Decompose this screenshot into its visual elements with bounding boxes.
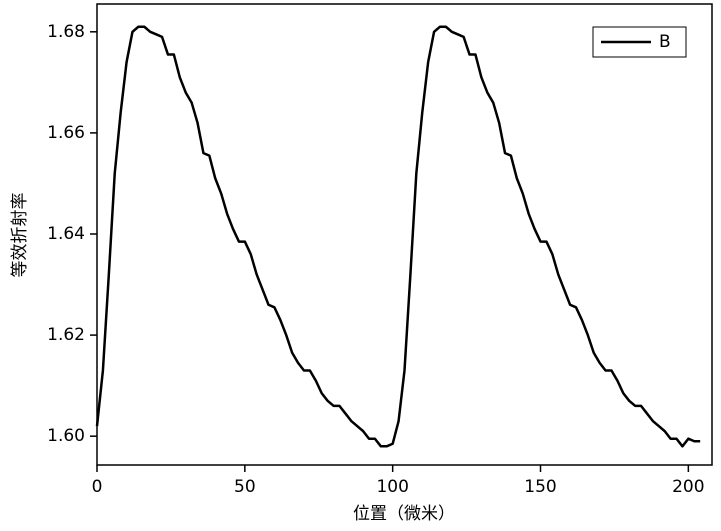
y-tick-label: 1.68 — [47, 22, 85, 42]
y-tick-label: 1.64 — [47, 224, 85, 244]
y-tick-label: 1.62 — [47, 325, 85, 345]
y-tick-label: 1.66 — [47, 123, 85, 143]
x-tick-label: 200 — [672, 477, 704, 497]
x-tick-label: 0 — [92, 477, 103, 497]
x-axis-title: 位置（微米） — [353, 504, 455, 524]
y-axis-title: 等效折射率 — [10, 193, 30, 278]
x-tick-label: 150 — [524, 477, 556, 497]
line-series — [95, 25, 701, 448]
x-tick-label: 50 — [234, 477, 256, 497]
legend-label: B — [659, 32, 671, 52]
plot-frame — [96, 3, 713, 466]
y-tick-label: 1.60 — [47, 426, 85, 446]
x-tick-label: 100 — [376, 477, 408, 497]
